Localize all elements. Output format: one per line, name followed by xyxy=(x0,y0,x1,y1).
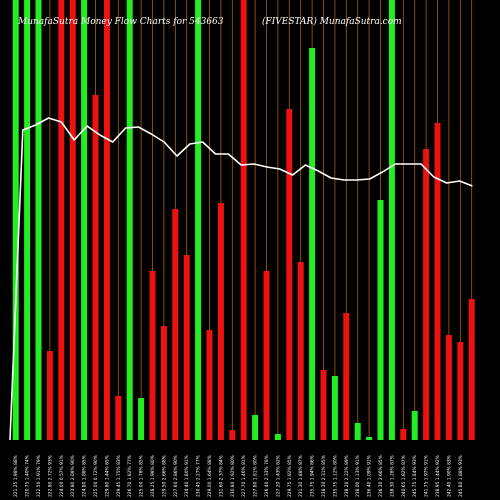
price-line xyxy=(9,117,473,441)
x-tick-label: 240.65 1.82% 87% xyxy=(401,455,407,497)
outflow-bar xyxy=(115,396,122,440)
inflow-bar xyxy=(35,0,42,440)
x-tick-label: 230.80 1.92% 80% xyxy=(230,455,236,497)
outflow-bar xyxy=(69,0,76,440)
x-tick-label: 242.40 1.90% 83% xyxy=(446,455,452,497)
outflow-bar xyxy=(160,326,167,440)
inflow-bar xyxy=(126,0,133,440)
inflow-bar xyxy=(12,0,19,440)
outflow-bar xyxy=(58,0,65,440)
x-tick-label: 229.00 1.64% 88% xyxy=(207,455,213,497)
outflow-bar xyxy=(320,370,327,440)
inflow-bar xyxy=(274,434,281,440)
x-tick-label: 229.50 2.66% 88% xyxy=(161,455,167,497)
outflow-bar xyxy=(229,430,236,440)
x-tick-label: 229.80 1.44% 85% xyxy=(104,455,110,497)
x-tick-label: 222.50 1.91% 79% xyxy=(36,455,42,497)
x-tick-label: 226.40 2.33% 78% xyxy=(264,455,270,497)
x-tick-label: 227.70 1.46% 81% xyxy=(241,455,247,497)
x-tick-label: 235.75 1.94% 86% xyxy=(310,455,316,497)
chart-title-left: MunafaSutra Money Flow Charts for 543663 xyxy=(17,17,224,27)
x-tick-label: 220.75 1.40% 74% xyxy=(25,455,31,497)
x-tick-label: 229.45 1.75% 83% xyxy=(116,455,122,497)
x-tick-label: 227.80 1.81% 80% xyxy=(253,455,259,497)
outflow-bar xyxy=(286,109,293,440)
price-line-series xyxy=(9,117,473,441)
outflow-bar xyxy=(217,203,224,440)
outflow-bar xyxy=(183,255,190,440)
outflow-bar xyxy=(400,429,407,440)
inflow-bar xyxy=(377,200,384,440)
x-tick-label: 221.25 1.98% 88% xyxy=(13,455,19,497)
bar-series xyxy=(12,0,475,440)
x-tick-label: 236.40 1.09% 91% xyxy=(367,455,373,497)
x-axis-tick-labels: 221.25 1.98% 88% 220.75 1.40% 74% 222.50 1… xyxy=(13,455,464,497)
x-tick-label: 241.75 1.97% 91% xyxy=(424,455,430,497)
outflow-bar xyxy=(343,313,350,440)
inflow-bar xyxy=(81,0,88,440)
x-tick-label: 224.80 1.88% 85% xyxy=(82,455,88,497)
x-tick-label: 224.00 0.57% 91% xyxy=(59,455,65,497)
x-tick-label: 238.00 1.13% 91% xyxy=(355,455,361,497)
x-tick-label: 238.30 1.28% 87% xyxy=(389,455,395,497)
inflow-bar xyxy=(354,423,361,440)
x-tick-label: 227.60 2.86% 90% xyxy=(173,455,179,497)
inflow-bar xyxy=(24,0,31,440)
x-tick-label: 228.25 1.98% 80% xyxy=(150,455,156,497)
outflow-bar xyxy=(445,335,452,440)
outflow-bar xyxy=(263,271,270,440)
x-tick-label: 231.60 2.37% 84% xyxy=(218,455,224,497)
x-tick-label: 235.75 1.12% 80% xyxy=(332,455,338,497)
outflow-bar xyxy=(103,0,110,440)
inflow-bar xyxy=(388,0,395,440)
x-tick-label: 234.40 1.80% 91% xyxy=(184,455,190,497)
x-tick-label: 230.45 2.27% 77% xyxy=(196,455,202,497)
x-tick-label: 229.75 1.82% 85% xyxy=(287,455,293,497)
outflow-bar xyxy=(423,149,430,440)
inflow-bar xyxy=(195,0,202,440)
x-tick-label: 225.00 0.72% 90% xyxy=(93,455,99,497)
x-tick-label: 245.75 1.84% 93% xyxy=(412,455,418,497)
x-tick-label: 231.30 1.88% 87% xyxy=(298,455,304,497)
outflow-bar xyxy=(457,342,464,440)
x-tick-label: 245.80 1.88% 93% xyxy=(458,455,464,497)
inflow-bar xyxy=(331,376,338,440)
x-tick-label: 236.30 2.66% 85% xyxy=(378,455,384,497)
x-tick-label: 227.20 1.43% 82% xyxy=(275,455,281,497)
outflow-bar xyxy=(92,95,99,440)
x-tick-label: 238.95 1.44% 92% xyxy=(435,455,441,497)
outflow-bar xyxy=(172,209,179,440)
inflow-bar xyxy=(252,415,259,440)
outflow-bar xyxy=(46,351,53,440)
outflow-bar xyxy=(240,0,247,440)
x-tick-label: 226.70 1.82% 77% xyxy=(127,455,133,497)
inflow-bar xyxy=(309,48,316,440)
x-tick-label: 225.00 1.78% 85% xyxy=(139,455,145,497)
x-tick-label: 223.80 2.08% 90% xyxy=(70,455,76,497)
outflow-bar xyxy=(434,123,441,440)
outflow-bar xyxy=(468,299,475,440)
outflow-bar xyxy=(149,271,156,440)
chart-title-right: (FIVESTAR) MunafaSutra.com xyxy=(262,16,402,27)
outflow-bar xyxy=(206,330,213,440)
outflow-bar xyxy=(297,262,304,440)
x-tick-label: 238.20 2.22% 89% xyxy=(344,455,350,497)
inflow-bar xyxy=(138,398,145,440)
inflow-bar xyxy=(411,411,418,440)
x-tick-label: 222.80 2.72% 93% xyxy=(47,455,53,497)
x-tick-label: 238.30 2.31% 85% xyxy=(321,455,327,497)
inflow-bar xyxy=(366,437,373,440)
